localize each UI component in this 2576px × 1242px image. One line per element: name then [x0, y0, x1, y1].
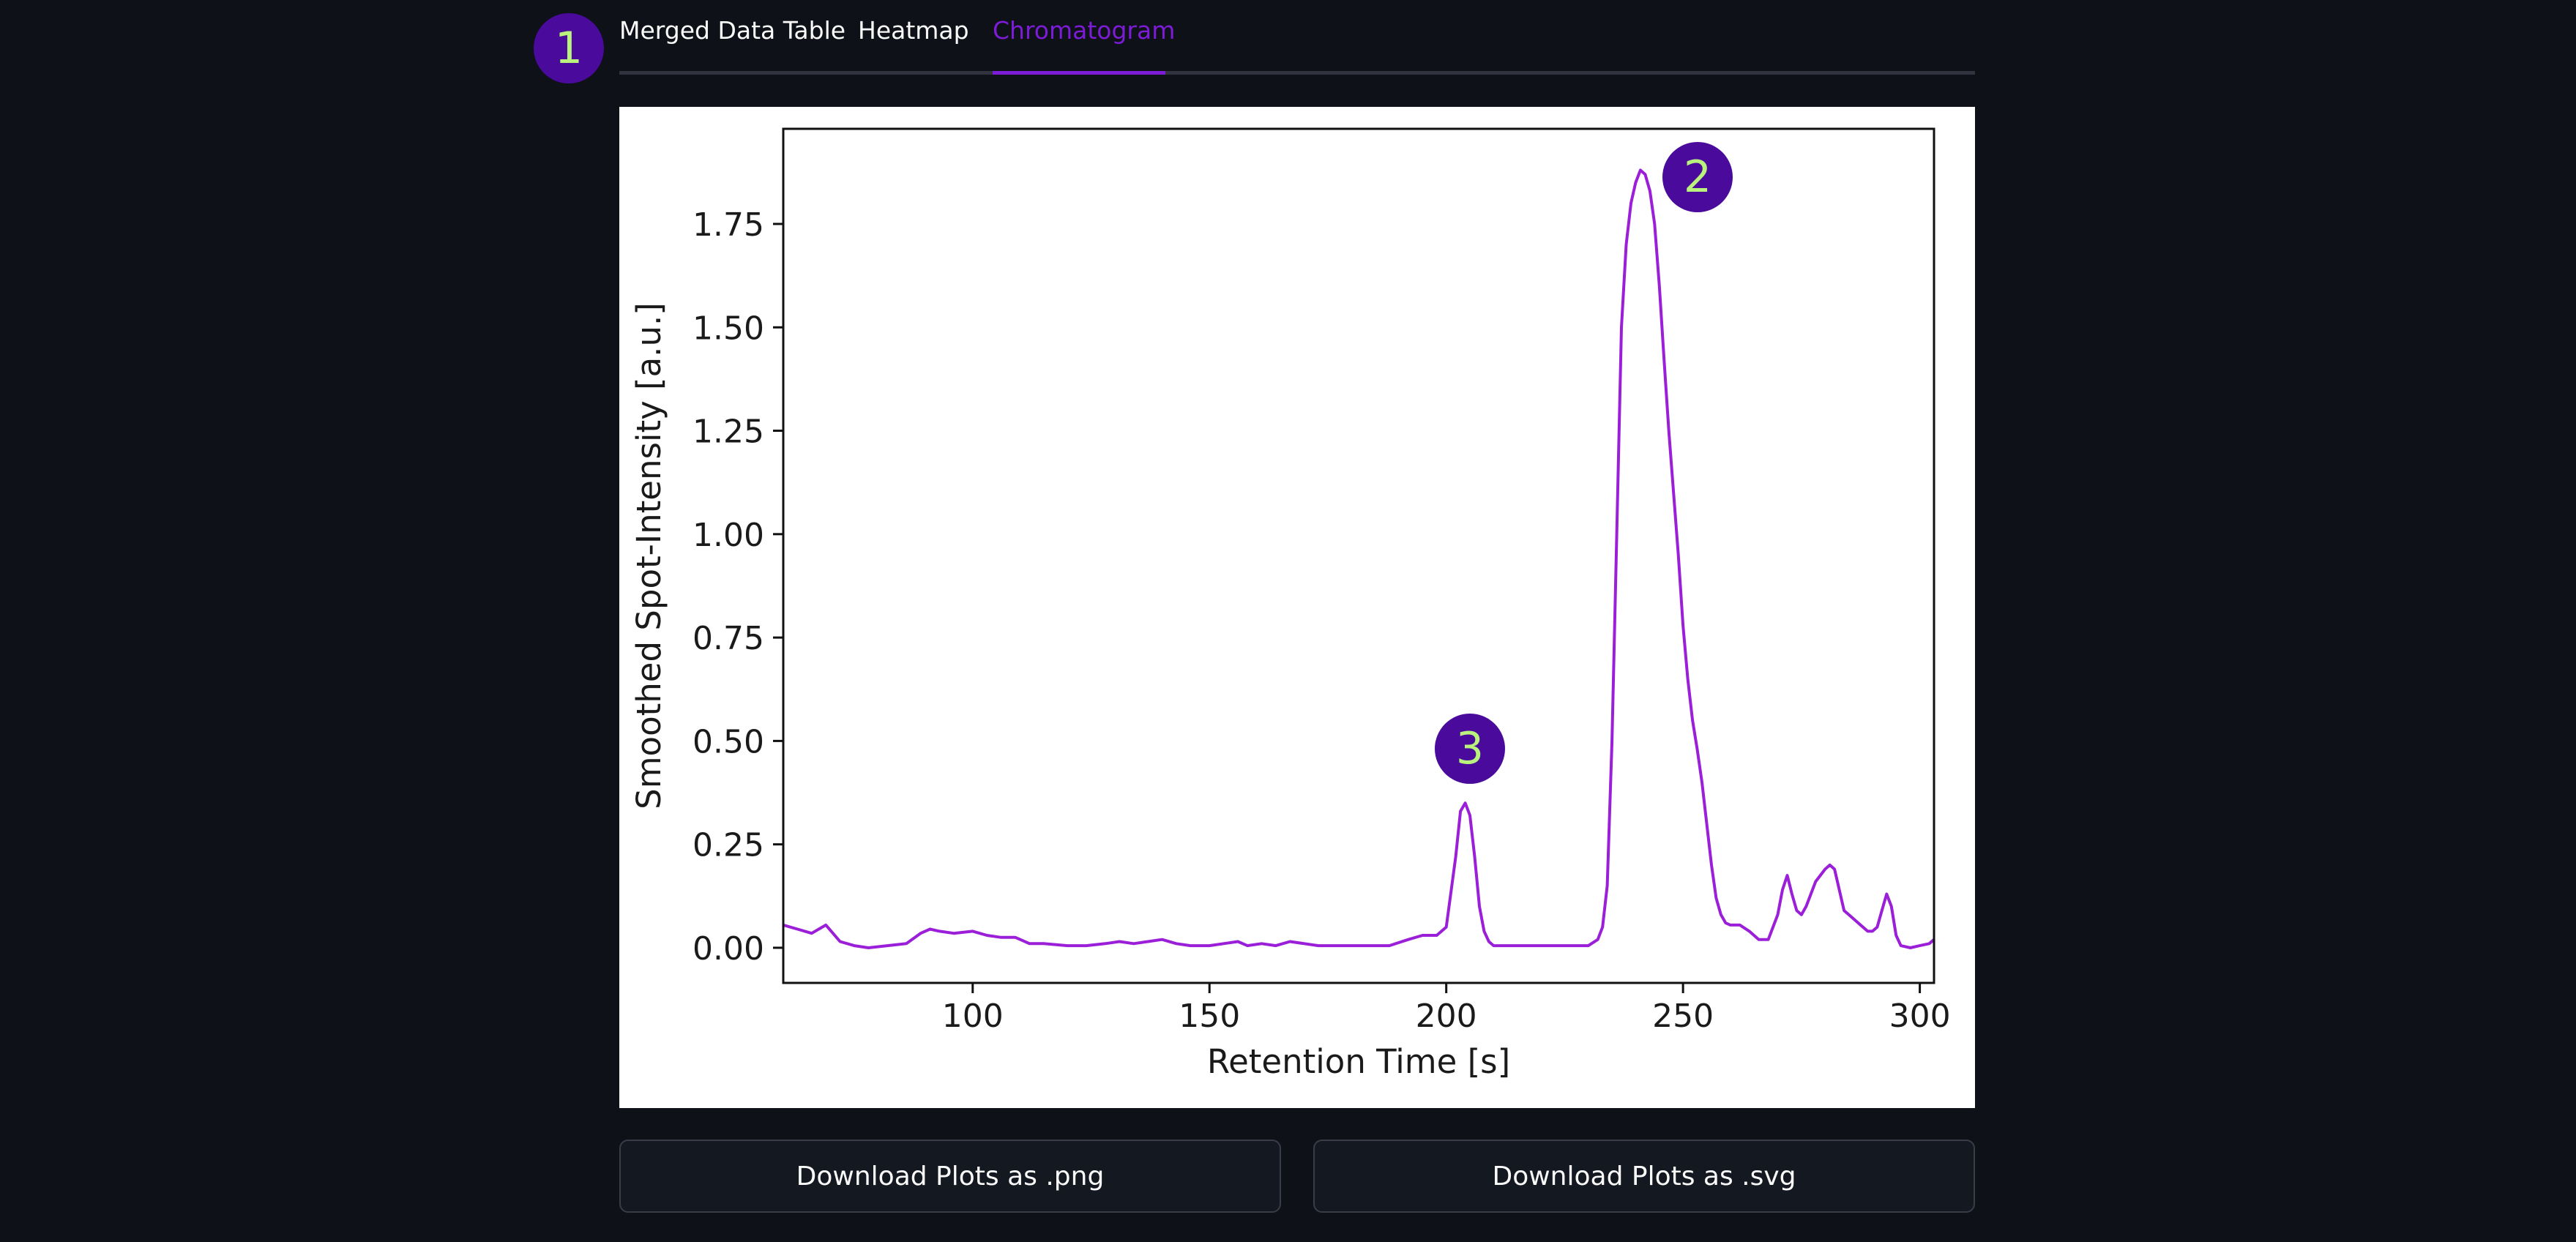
y-tick-label: 0.75	[692, 620, 764, 657]
annotation-badge-2: 2	[1662, 142, 1733, 212]
download-svg-button[interactable]: Download Plots as .svg	[1313, 1140, 1975, 1213]
active-tab-indicator	[993, 71, 1165, 75]
annotation-badge-3: 3	[1435, 714, 1505, 784]
badge-number: 1	[554, 23, 583, 74]
tab-merged-data-table[interactable]: Merged Data Table	[619, 16, 846, 45]
x-tick-label: 250	[1652, 998, 1714, 1035]
y-tick-label: 0.25	[692, 827, 764, 864]
badge-number: 3	[1455, 723, 1485, 774]
tab-bar: Merged Data Table Heatmap Chromatogram	[619, 0, 1975, 75]
y-tick-label: 1.75	[692, 206, 764, 244]
download-png-button[interactable]: Download Plots as .png	[619, 1140, 1281, 1213]
x-axis-label: Retention Time [s]	[1207, 1042, 1510, 1081]
annotation-badge-1: 1	[534, 13, 604, 83]
y-axis-label: Smoothed Spot-Intensity [a.u.]	[630, 302, 668, 809]
axes-frame	[782, 127, 1935, 984]
x-tick-label: 300	[1889, 998, 1951, 1035]
y-tick-label: 0.00	[692, 930, 764, 968]
badge-number: 2	[1683, 151, 1712, 203]
y-tick-label: 1.00	[692, 517, 764, 554]
download-png-label: Download Plots as .png	[796, 1161, 1105, 1192]
x-tick-label: 100	[942, 998, 1004, 1035]
x-tick-label: 150	[1179, 998, 1240, 1035]
chromatogram-chart: 100 150 200 250 300 0.00 0.25 0.50 0.75 1.00 1.25 1…	[630, 127, 1951, 1081]
series-line-0	[783, 168, 1934, 949]
download-svg-label: Download Plots as .svg	[1492, 1161, 1796, 1192]
y-tick-label: 0.50	[692, 723, 764, 760]
tab-heatmap[interactable]: Heatmap	[858, 16, 969, 45]
y-tick-label: 1.25	[692, 414, 764, 451]
y-tick-label: 1.50	[692, 310, 764, 347]
x-tick-label: 200	[1416, 998, 1477, 1035]
tab-chromatogram[interactable]: Chromatogram	[993, 16, 1176, 45]
chromatogram-plot: 100 150 200 250 300 0.00 0.25 0.50 0.75 1.00 1.25 1…	[619, 107, 1975, 1108]
